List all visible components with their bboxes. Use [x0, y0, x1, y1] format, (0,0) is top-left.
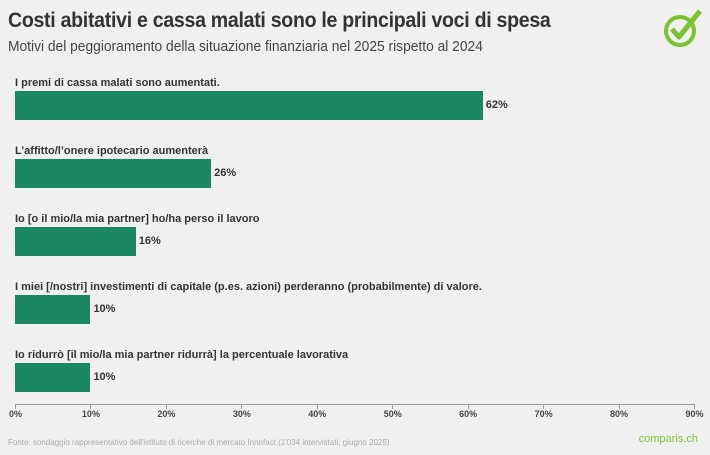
bar-category-label: L’affitto/l’onere ipotecario aumenterà [15, 145, 209, 157]
x-axis-tick [15, 404, 16, 409]
bar-value-label: 16% [138, 235, 161, 247]
x-axis-tick-label: 80% [610, 409, 629, 419]
x-axis-tick-label: 40% [308, 409, 327, 419]
x-axis-tick [90, 404, 91, 409]
x-axis-tick [241, 404, 242, 409]
check-circle-icon [664, 9, 702, 47]
x-axis-tick-label: 50% [383, 409, 402, 419]
x-axis-tick [166, 404, 167, 409]
x-axis-tick [392, 404, 393, 409]
brand-logo-text: comparis.ch [638, 433, 698, 445]
bar-value-label: 62% [485, 99, 508, 111]
x-axis-tick-label: 20% [157, 409, 176, 419]
bar-category-label: I premi di cassa malati sono aumentati. [15, 77, 220, 89]
bar [15, 363, 91, 392]
x-axis-tick [468, 404, 469, 409]
x-axis-tick-label: 0% [8, 409, 23, 419]
x-axis-line [15, 404, 694, 405]
bar [15, 91, 483, 120]
x-axis-tick [317, 404, 318, 409]
bar-value-label: 26% [214, 167, 237, 179]
x-axis-tick [619, 404, 620, 409]
chart-title: Costi abitativi e cassa malati sono le p… [8, 9, 551, 32]
bar-category-label: I miei [/nostri] investimenti di capital… [15, 281, 482, 293]
x-axis-tick-label: 10% [81, 409, 100, 419]
bar-category-label: Io [o il mio/la mia partner] ho/ha perso… [15, 213, 260, 225]
bar [15, 159, 212, 188]
bar [15, 227, 136, 256]
chart-subtitle: Motivi del peggioramento della situazion… [8, 38, 483, 55]
source-note: Fonte: sondaggio rappresentativo dell'is… [8, 438, 390, 447]
x-axis-tick-label: 70% [534, 409, 553, 419]
bar [15, 295, 91, 324]
bar-category-label: Io ridurrò [il mio/la mia partner ridurr… [15, 349, 349, 361]
x-axis-tick [543, 404, 544, 409]
x-axis-tick-label: 90% [685, 409, 704, 419]
bar-value-label: 10% [93, 371, 116, 383]
bar-value-label: 10% [93, 303, 116, 315]
x-axis-tick-label: 60% [459, 409, 478, 419]
x-axis-tick [694, 404, 695, 409]
x-axis-tick-label: 30% [232, 409, 251, 419]
